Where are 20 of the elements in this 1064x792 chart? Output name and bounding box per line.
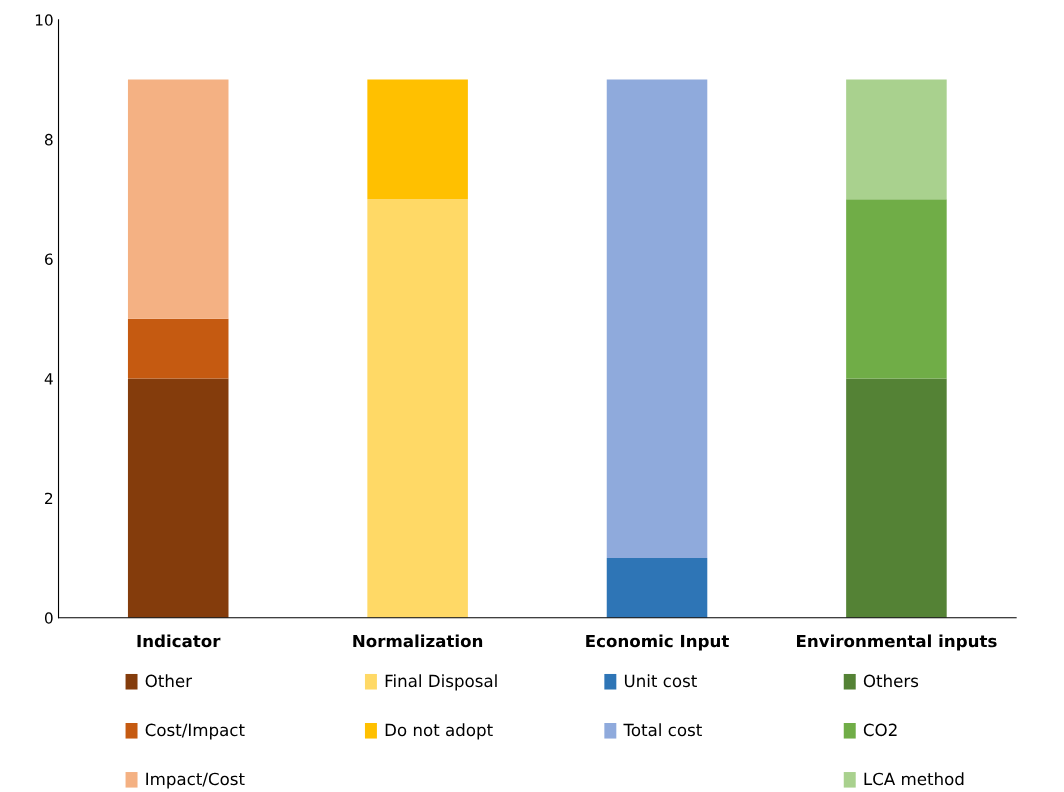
- legend-label: Unit cost: [624, 674, 697, 688]
- x-tick-label: Environmental inputs: [797, 634, 997, 651]
- x-tick-label: Economic Input: [586, 634, 729, 651]
- legend-label: Others: [863, 674, 919, 688]
- legend-label: Total cost: [623, 723, 702, 737]
- y-tick-label: 0: [44, 612, 53, 624]
- legend-label: LCA method: [864, 772, 964, 786]
- x-tick-label: Normalization: [353, 634, 483, 648]
- x-tick-label: Indicator: [137, 634, 221, 648]
- legend-label: Other: [145, 674, 193, 688]
- legend-label: Cost/Impact: [145, 723, 245, 740]
- y-tick-label: 6: [45, 253, 53, 266]
- legend-label: Impact/Cost: [146, 772, 245, 789]
- y-tick-label: 4: [44, 373, 53, 385]
- y-tick-label: 10: [35, 14, 53, 26]
- y-tick-label: 8: [44, 133, 53, 146]
- legend-label: Final Disposal: [385, 674, 497, 691]
- y-tick-label: 2: [45, 492, 53, 504]
- legend-label: CO2: [863, 723, 897, 737]
- legend-label: Do not adopt: [385, 723, 493, 740]
